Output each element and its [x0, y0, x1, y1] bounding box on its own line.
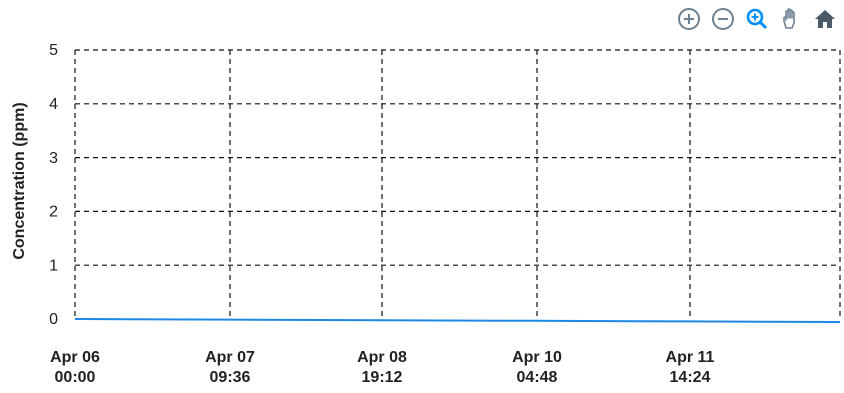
y-axis-label: Concentration (ppm) [11, 102, 28, 259]
x-tick-label: Apr 10 04:48 [512, 349, 562, 386]
home-icon[interactable] [812, 6, 838, 32]
x-tick-label: Apr 11 14:24 [666, 349, 715, 386]
zoom-in-icon[interactable] [676, 6, 702, 32]
y-tick-label: 4 [49, 96, 58, 113]
series-line [74, 318, 841, 323]
chart-toolbar [676, 6, 838, 32]
y-tick-label: 0 [49, 311, 58, 328]
x-tick-label: Apr 07 09:36 [205, 349, 255, 386]
x-tick-label: Apr 06 00:00 [50, 349, 100, 386]
selection-zoom-icon[interactable] [744, 6, 770, 32]
zoom-out-icon[interactable] [710, 6, 736, 32]
x-axis-ticks: Apr 06 00:00 Apr 07 09:36 Apr 08 19:12 Apr 10 0… [50, 349, 714, 386]
y-tick-label: 1 [49, 257, 58, 274]
series-group [74, 318, 841, 323]
y-tick-label: 2 [49, 204, 58, 221]
pan-icon[interactable] [778, 6, 804, 32]
x-tick-label: Apr 08 19:12 [357, 349, 407, 386]
y-tick-label: 5 [49, 42, 58, 59]
grid [74, 49, 841, 319]
y-axis-ticks: 0 1 2 3 4 5 [49, 42, 58, 328]
y-tick-label: 3 [49, 150, 58, 167]
